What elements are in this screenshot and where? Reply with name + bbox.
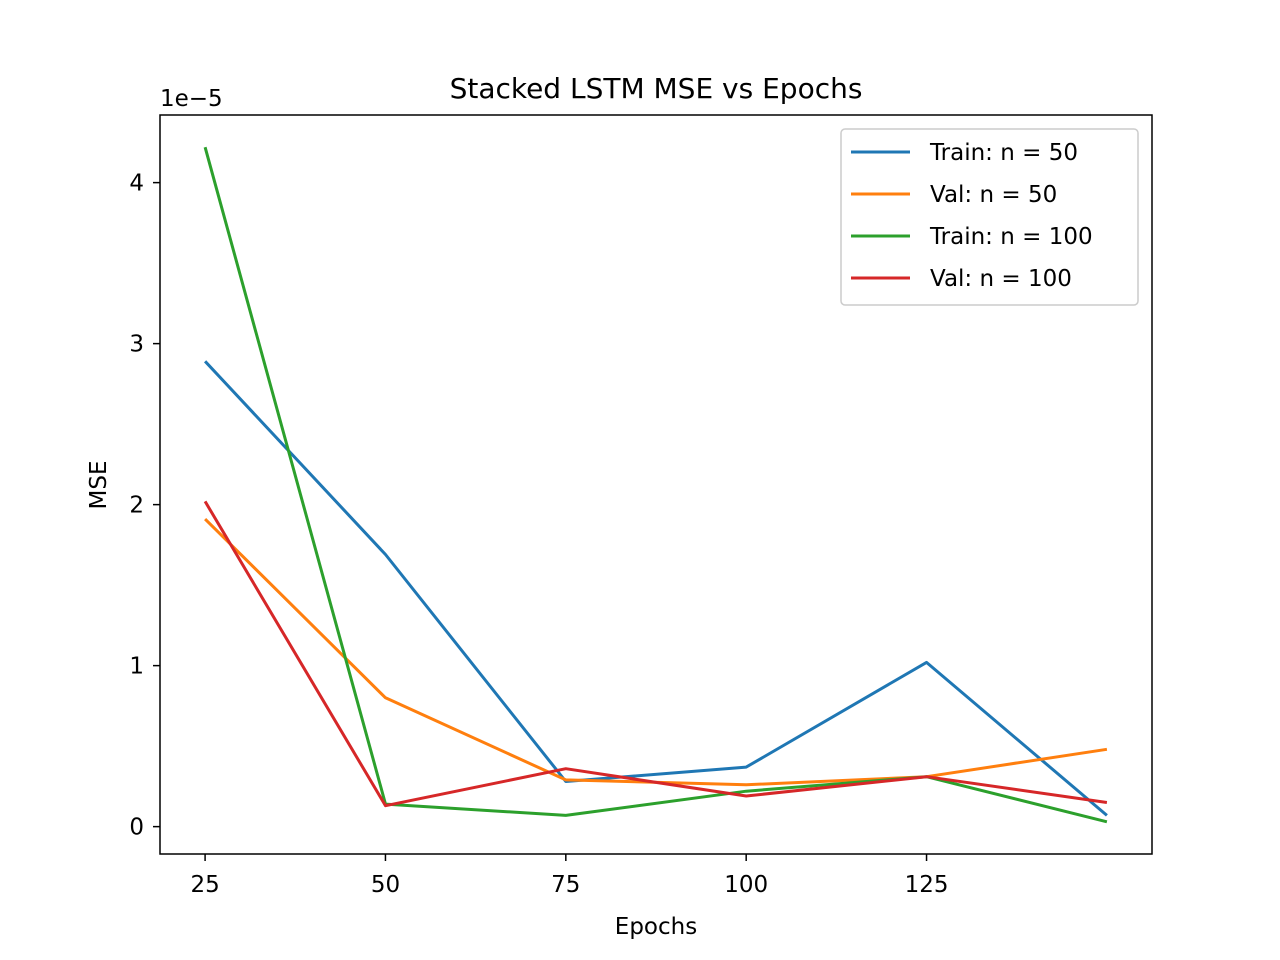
series-line-1 [204, 360, 1108, 817]
y-axis-label: MSE [86, 461, 112, 510]
y-offset-text: 1e−5 [160, 86, 223, 112]
legend-label: Train: n = 50 [929, 140, 1078, 166]
x-tick-label: 100 [724, 872, 768, 898]
chart-title: Stacked LSTM MSE vs Epochs [450, 72, 863, 105]
series-line-3 [203, 146, 1108, 824]
series-line-4 [203, 500, 1108, 808]
legend: Train: n = 50 Val: n = 50 Train: n = 100 Va… [840, 128, 1139, 306]
y-tick-label: 0 [129, 815, 144, 841]
y-axis-ticks: 0 1 2 3 4 [129, 171, 160, 841]
legend-label: Train: n = 100 [929, 224, 1093, 250]
series-lines [203, 146, 1108, 824]
y-tick-label: 4 [129, 171, 144, 197]
legend-label: Val: n = 50 [930, 182, 1057, 208]
x-tick-label: 75 [551, 872, 580, 898]
plot-frame [159, 114, 1153, 855]
y-tick-label: 2 [129, 493, 144, 519]
x-tick-label: 50 [371, 872, 400, 898]
series-line-2 [204, 518, 1108, 787]
y-tick-label: 3 [129, 332, 144, 358]
x-axis-ticks: 25 50 75 100 125 [190, 854, 948, 898]
y-tick-label: 1 [129, 654, 144, 680]
x-tick-label: 125 [905, 872, 949, 898]
x-axis-label: Epochs [615, 914, 697, 940]
legend-frame [840, 128, 1139, 306]
x-tick-label: 25 [190, 872, 219, 898]
legend-label: Val: n = 100 [930, 266, 1072, 292]
